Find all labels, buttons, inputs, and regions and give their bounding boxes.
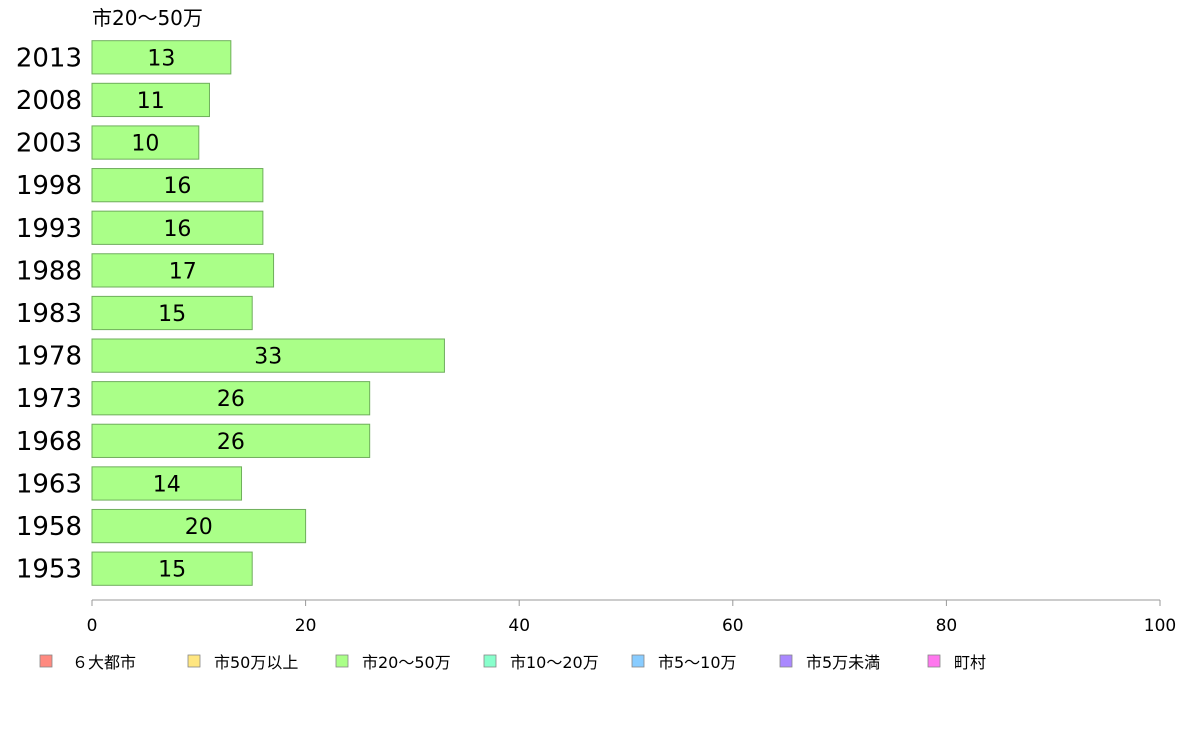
bar (91, 338, 445, 373)
legend-label: ６大都市 (72, 653, 136, 672)
legend-swatch (39, 654, 53, 668)
bar (91, 210, 264, 245)
bar (91, 168, 264, 203)
bar-value-label: 15 (158, 558, 186, 583)
bar (91, 551, 253, 586)
year-label: 1958 (16, 512, 82, 542)
legend-swatch (779, 654, 793, 668)
bar (91, 40, 232, 75)
series-title: 市20〜50万 (92, 6, 203, 30)
bar-value-label: 26 (217, 387, 245, 412)
bar-value-label: 15 (158, 302, 186, 327)
bar-value-label: 10 (131, 132, 159, 157)
legend-swatch (631, 654, 645, 668)
bar (91, 466, 243, 501)
bar-value-label: 20 (185, 515, 213, 540)
legend-swatch (483, 654, 497, 668)
year-label: 1973 (16, 384, 82, 414)
x-tick-label: 0 (87, 616, 98, 636)
x-tick-label: 100 (1144, 616, 1176, 636)
legend-swatch (927, 654, 941, 668)
bar-value-label: 14 (153, 472, 181, 497)
bar (91, 381, 371, 416)
bar-value-label: 13 (147, 46, 175, 71)
x-tick-label: 60 (722, 616, 744, 636)
bar-value-label: 26 (217, 430, 245, 455)
year-label: 1968 (16, 427, 82, 457)
x-tick-label: 20 (295, 616, 317, 636)
bar-value-label: 17 (169, 259, 197, 284)
year-label: 1993 (16, 214, 82, 244)
bar (91, 125, 200, 160)
bar (91, 295, 253, 331)
legend-swatch (187, 654, 201, 668)
legend-label: 市5〜10万 (658, 653, 737, 672)
bar-value-label: 11 (137, 89, 165, 114)
legend: ６大都市 市50万以上 市20〜50万 市10〜20万 市5〜10万 市5万未満 町村 (39, 653, 986, 672)
year-label: 1978 (16, 342, 82, 372)
legend-label: 市10〜20万 (510, 653, 599, 672)
year-label: 1983 (16, 299, 82, 329)
year-label: 2013 (16, 43, 82, 73)
bar (91, 423, 371, 458)
year-label: 2008 (16, 86, 82, 116)
x-axis: 0 20 40 60 80 100 (87, 599, 1176, 636)
bar-value-label: 16 (163, 174, 191, 199)
x-tick-label: 80 (936, 616, 958, 636)
year-label: 1988 (16, 256, 82, 286)
bar-value-label: 16 (163, 217, 191, 242)
bar (91, 253, 275, 288)
bar-value-label: 33 (254, 345, 282, 370)
legend-swatch (335, 654, 349, 668)
bar (91, 508, 307, 544)
year-label: 1953 (16, 555, 82, 585)
year-label: 1998 (16, 171, 82, 201)
legend-label: 市5万未満 (806, 653, 880, 672)
year-label: 2003 (16, 129, 82, 159)
year-label: 1963 (16, 469, 82, 499)
x-tick-label: 40 (508, 616, 530, 636)
bars-group: 2013 13 2008 11 2003 10 1998 16 1993 16 1988 17 1983… (16, 40, 445, 586)
legend-label: 町村 (954, 653, 986, 672)
legend-label: 市20〜50万 (362, 653, 451, 672)
bar (91, 82, 210, 118)
legend-label: 市50万以上 (214, 653, 298, 672)
